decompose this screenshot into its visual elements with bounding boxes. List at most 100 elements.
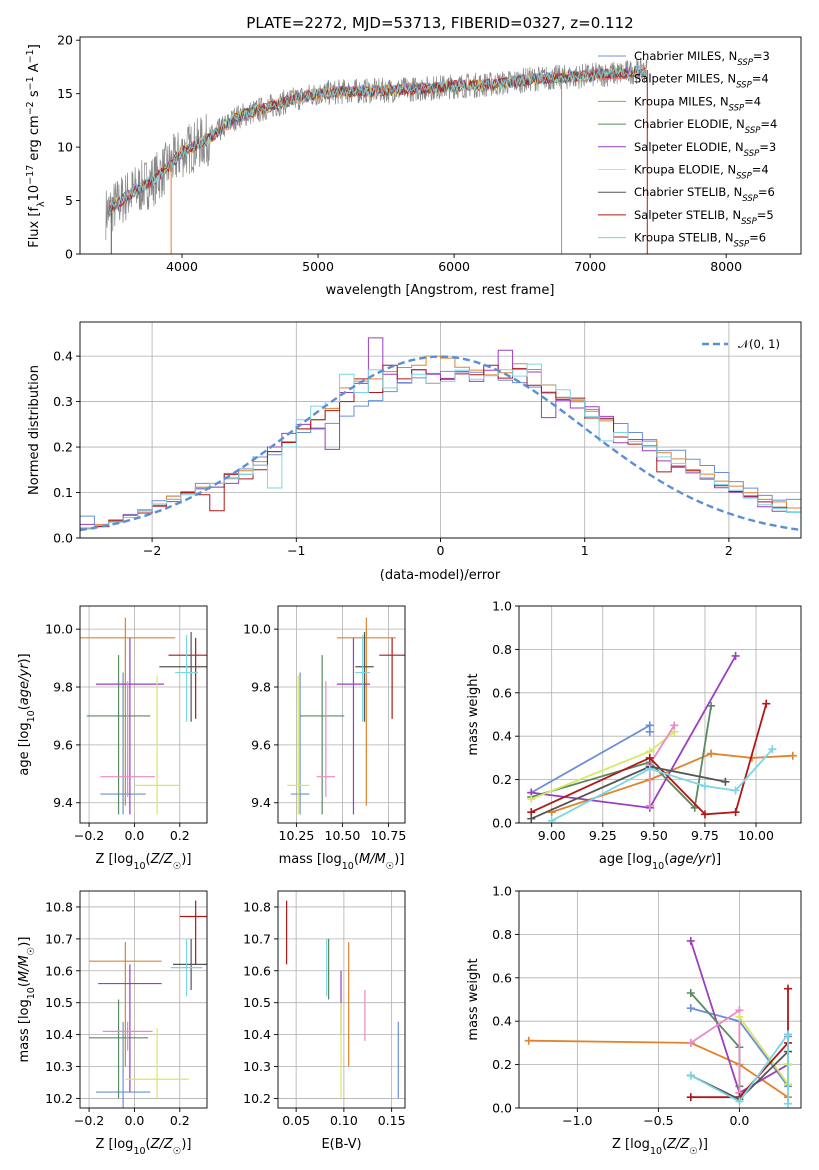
weight-marker bbox=[731, 808, 740, 817]
weight-marker bbox=[527, 795, 536, 804]
y-tick-label: 10.0 bbox=[45, 622, 73, 637]
x-tick-label: −2 bbox=[143, 543, 161, 558]
errorbar-chabrier_miles bbox=[100, 672, 146, 815]
errorbar-kroupa_stelib bbox=[355, 634, 371, 722]
axes-frame bbox=[277, 605, 406, 824]
x-tick-label: 9.00 bbox=[538, 828, 566, 843]
plot-area-spectrum bbox=[105, 57, 648, 254]
y-axis-label: Flux [fλ10−17 erg cm−2 s−1 A−1] bbox=[25, 44, 47, 248]
label-part: M/M bbox=[17, 955, 32, 982]
histogram-kroupa_stelib bbox=[80, 363, 801, 538]
label-part: Z [log bbox=[96, 852, 134, 867]
weight-marker bbox=[686, 988, 695, 997]
x-tick-label: 4000 bbox=[166, 259, 198, 274]
plot-area-weight_vs_age bbox=[527, 651, 797, 823]
label-part: −17 bbox=[25, 165, 36, 185]
errorbar-kroupa_stelib bbox=[175, 634, 198, 722]
legend-subscript: SSP bbox=[742, 194, 758, 204]
weight-marker bbox=[645, 727, 654, 736]
legend-entry: Kroupa STELIB, NSSP=6 bbox=[634, 231, 766, 250]
label-part: ( bbox=[17, 982, 32, 987]
legend-subscript: SSP bbox=[744, 149, 760, 159]
errorbar-pink bbox=[102, 1021, 153, 1051]
label-part: Z/Z bbox=[150, 852, 174, 867]
y-axis-label: Normed distribution bbox=[27, 365, 42, 495]
legend-text: Chabrier ELODIE, N bbox=[634, 117, 745, 131]
label-part: 10 bbox=[27, 185, 42, 202]
label-part: M/M bbox=[359, 852, 386, 867]
label-part: mass [log bbox=[279, 852, 342, 867]
y-tick-label: 10.2 bbox=[243, 1091, 271, 1106]
weight-series-kroupa_elodie bbox=[735, 1012, 793, 1089]
x-axis-label: wavelength [Angstrom, rest frame] bbox=[326, 283, 555, 298]
y-tick-label: 10.5 bbox=[45, 995, 73, 1010]
axes-mass_vs_ebv bbox=[278, 891, 405, 1108]
axes-residuals bbox=[80, 322, 801, 539]
x-tick-label: 0.2 bbox=[170, 1113, 190, 1128]
errorbar-kroupa_elodie bbox=[287, 675, 310, 815]
frame-age_vs_mass: 10.25 10.50 10.75 9.4 9.6 9.8 10.0 mass [log10(… bbox=[243, 605, 406, 872]
x-axis-label: Z [log10(Z/Z☉)] bbox=[96, 852, 192, 872]
y-tick-label: 10.6 bbox=[243, 963, 271, 978]
weight-marker bbox=[670, 721, 679, 730]
legend-text: Salpeter MILES, N bbox=[634, 72, 736, 86]
frame-weight_vs_z: −1.0 −0.5 0.0 0.0 0.2 0.4 0.6 0.8 1.0 Z [log10(Z/… bbox=[466, 884, 802, 1157]
weight-series-salpeter_stelib bbox=[527, 699, 771, 819]
weight-marker bbox=[784, 984, 793, 993]
axes-spectrum bbox=[105, 57, 648, 254]
frame-age_vs_z: −0.2 0.0 0.29.49.69.810.0Z [log10(Z/Z☉)]ag… bbox=[17, 605, 208, 872]
label-part: age [log bbox=[17, 722, 32, 775]
plot-area-residuals bbox=[80, 337, 801, 538]
x-axis-label: Z [log10(Z/Z☉)] bbox=[96, 1137, 192, 1157]
y-tick-label: 0.4 bbox=[492, 729, 512, 744]
x-tick-label: 0.0 bbox=[124, 1113, 144, 1128]
legend-text: =6 bbox=[758, 185, 775, 199]
legend-subscript: SSP bbox=[736, 81, 752, 91]
axes-frame bbox=[518, 890, 802, 1109]
label-part: ( bbox=[664, 852, 669, 867]
y-tick-label: 10.5 bbox=[243, 995, 271, 1010]
y-tick-label: 0.2 bbox=[492, 772, 512, 787]
x-tick-label: 5000 bbox=[302, 259, 334, 274]
legend-subscript: SSP bbox=[736, 172, 752, 182]
label-part: ( bbox=[354, 852, 359, 867]
legend-entry: Kroupa MILES, NSSP=4 bbox=[634, 94, 761, 113]
label-part: 10 bbox=[652, 861, 664, 872]
axes-age_vs_z bbox=[80, 606, 207, 823]
plot-area-weight_vs_z bbox=[524, 936, 793, 1108]
y-tick-label: 10 bbox=[57, 140, 73, 155]
legend-entry: Chabrier ELODIE, NSSP=4 bbox=[634, 117, 777, 136]
axes-frame bbox=[277, 890, 406, 1109]
weight-line bbox=[528, 1039, 789, 1098]
legend-text: =3 bbox=[759, 140, 776, 154]
y-tick-label: 9.4 bbox=[251, 795, 271, 810]
observed-spectrum-line bbox=[105, 57, 648, 241]
label-part: −1 bbox=[25, 49, 36, 63]
y-tick-label: 0.8 bbox=[492, 927, 512, 942]
legend-text: Kroupa ELODIE, N bbox=[634, 163, 736, 177]
errorbar-kroupa_miles bbox=[336, 617, 396, 806]
y-tick-label: 9.8 bbox=[251, 680, 271, 695]
weight-marker bbox=[788, 751, 797, 760]
weight-line bbox=[531, 705, 712, 810]
label-part: E(B-V) bbox=[321, 1137, 361, 1152]
x-tick-label: 0.2 bbox=[170, 828, 190, 843]
weight-marker bbox=[700, 782, 709, 791]
y-tick-label: 0.4 bbox=[53, 349, 73, 364]
legend-entry: Salpeter STELIB, NSSP=5 bbox=[634, 208, 774, 227]
x-tick-label: 1 bbox=[581, 543, 589, 558]
legend-subscript: SSP bbox=[729, 103, 745, 113]
weight-marker bbox=[721, 777, 730, 786]
weight-marker bbox=[784, 1030, 793, 1039]
label-part: age/yr bbox=[17, 662, 32, 705]
legend-text: =4 bbox=[760, 117, 777, 131]
frame-residuals: 𝒩(0, 1) −2 −1 0 1 2 0.0 0.1 0.2 0.3 0.4 (data-model… bbox=[27, 321, 802, 583]
errorbar-chabrier_stelib bbox=[172, 938, 207, 990]
x-tick-label: −1.0 bbox=[562, 1113, 592, 1128]
y-tick-label: 10.7 bbox=[243, 931, 271, 946]
y-tick-label: 0.2 bbox=[53, 440, 73, 455]
y-axis-label: mass weight bbox=[466, 673, 481, 755]
model-line-salpeter_stelib bbox=[108, 67, 647, 218]
frame-weight_vs_age: 9.00 9.25 9.50 9.75 10.00 0.0 0.2 0.4 0.6 0.8 1.0 a… bbox=[466, 599, 802, 872]
